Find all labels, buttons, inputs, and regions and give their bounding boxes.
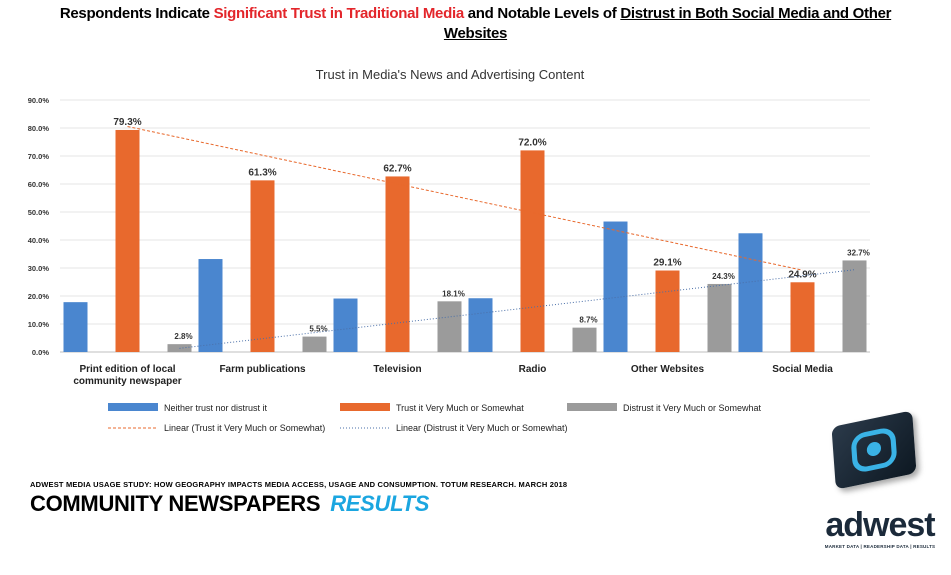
bar-neither <box>63 302 88 352</box>
data-label: 2.8% <box>174 332 192 341</box>
brand-line: COMMUNITY NEWSPAPERS RESULTS <box>30 491 429 517</box>
data-label: 18.1% <box>442 289 465 298</box>
y-tick-label: 20.0% <box>28 292 50 301</box>
bar-distrust <box>572 327 597 352</box>
data-label: 5.5% <box>309 325 327 334</box>
category-label: Farm publications <box>219 364 306 375</box>
headline-part1: Respondents Indicate <box>59 5 214 22</box>
trust-media-chart: Trust in Media's News and Advertising Co… <box>28 67 870 433</box>
headline-trust-highlight: Significant Trust in Traditional Media <box>213 5 465 22</box>
data-label: 29.1% <box>653 258 681 269</box>
bar-neither <box>198 259 223 352</box>
headline: Respondents Indicate Significant Trust i… <box>0 4 951 44</box>
brand-results: RESULTS <box>330 491 430 516</box>
bar-trust <box>655 270 680 352</box>
y-tick-label: 10.0% <box>28 320 50 329</box>
headline-websites: Websites <box>443 25 508 42</box>
y-tick-label: 80.0% <box>28 124 50 133</box>
legend-trust-swatch <box>340 403 390 411</box>
category-label: Social Media <box>772 364 833 375</box>
legend-neither-swatch <box>108 403 158 411</box>
legend-neither-label: Neither trust nor distrust it <box>164 403 268 413</box>
data-label: 79.3% <box>113 117 141 128</box>
trendline <box>127 125 803 271</box>
headline-part3: and Notable Levels of <box>463 5 621 22</box>
headline-distrust-highlight: Distrust in Both Social Media and Other <box>620 5 892 22</box>
adwest-logo: adwest MARKET DATA | READERSHIP DATA | R… <box>820 410 940 558</box>
y-tick-label: 40.0% <box>28 236 50 245</box>
bar-neither <box>333 298 358 352</box>
data-label: 24.3% <box>712 272 735 281</box>
bar-distrust <box>302 336 327 352</box>
data-label: 62.7% <box>383 163 411 174</box>
legend-trend-distrust-label: Linear (Distrust it Very Much or Somewha… <box>396 423 568 433</box>
y-tick-label: 90.0% <box>28 96 50 105</box>
bar-neither <box>468 298 493 352</box>
bar-distrust <box>707 283 732 352</box>
legend-trend-trust-label: Linear (Trust it Very Much or Somewhat) <box>164 423 325 433</box>
bar-trust <box>115 129 140 352</box>
bar-trust <box>520 150 545 352</box>
logo-mark-icon <box>831 410 917 490</box>
bar-neither <box>738 233 763 352</box>
bar-neither <box>603 221 628 352</box>
data-label: 8.7% <box>579 316 597 325</box>
bar-distrust <box>842 260 867 352</box>
y-tick-label: 30.0% <box>28 264 50 273</box>
data-label: 61.3% <box>248 167 276 178</box>
source-note: ADWEST MEDIA USAGE STUDY: HOW GEOGRAPHY … <box>30 480 568 489</box>
data-label: 72.0% <box>518 137 546 148</box>
bar-trust <box>385 176 410 352</box>
category-label: Other Websites <box>631 364 705 375</box>
y-tick-label: 60.0% <box>28 180 50 189</box>
category-label: Print edition of local <box>79 364 175 375</box>
category-label: Radio <box>519 364 547 375</box>
bar-trust <box>250 180 275 352</box>
y-tick-label: 70.0% <box>28 152 50 161</box>
y-tick-label: 50.0% <box>28 208 50 217</box>
data-label: 32.7% <box>847 248 870 257</box>
chart-title: Trust in Media's News and Advertising Co… <box>316 67 585 82</box>
bar-distrust <box>437 301 462 352</box>
brand-name: COMMUNITY NEWSPAPERS <box>30 491 321 516</box>
legend-trust-label: Trust it Very Much or Somewhat <box>396 403 524 413</box>
data-label: 24.9% <box>788 269 816 280</box>
logo-tagline: MARKET DATA | READERSHIP DATA | RESULTS <box>824 544 936 549</box>
category-label: Television <box>373 364 421 375</box>
logo-word: adwest <box>825 506 935 544</box>
y-tick-label: 0.0% <box>32 348 49 357</box>
legend-distrust-swatch <box>567 403 617 411</box>
category-label: community newspaper <box>73 376 181 387</box>
trendline <box>179 269 855 349</box>
bar-trust <box>790 282 815 352</box>
legend-distrust-label: Distrust it Very Much or Somewhat <box>623 403 762 413</box>
